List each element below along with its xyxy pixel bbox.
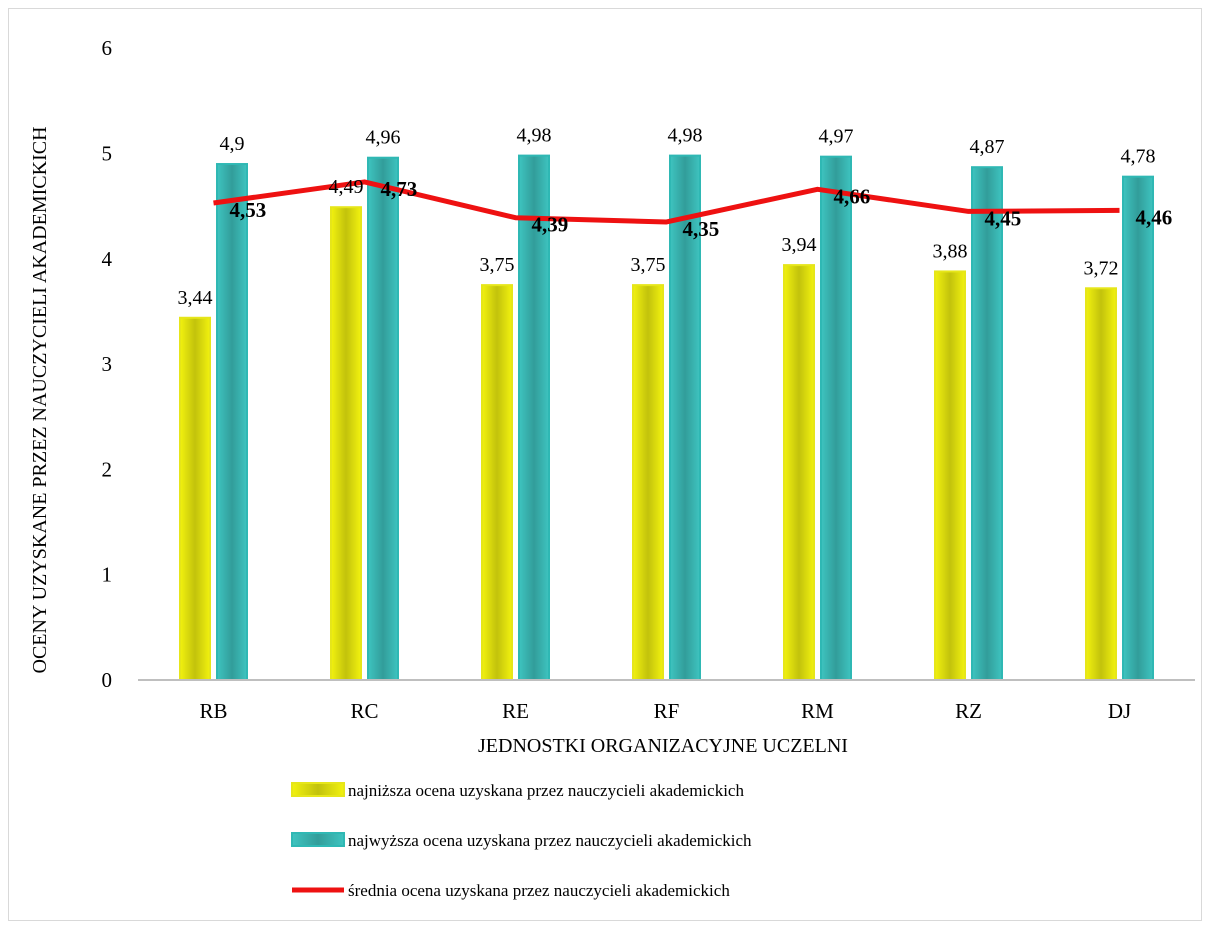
bar: [367, 156, 399, 682]
x-tick-label: RB: [199, 699, 227, 723]
data-labels: 3,44 4,49 3,75 3,75 3,94 3,88 3,72 4,9 4,96 4,98 4…: [178, 125, 1173, 309]
bar-data-label: 4,97: [819, 126, 854, 148]
legend-label: średnia ocena uzyskana przez nauczycieli…: [348, 881, 730, 900]
average-series-line: [213, 179, 1120, 225]
bar: [179, 316, 211, 681]
y-tick-label: 4: [102, 247, 113, 271]
bar: [971, 166, 1003, 681]
legend: najniższa ocena uzyskana przez nauczycie…: [291, 781, 752, 900]
average-line: [213, 179, 1120, 225]
bar-data-label: 3,94: [782, 234, 817, 256]
x-axis-title: JEDNOSTKI ORGANIZACYJNE UCZELNI: [478, 735, 848, 757]
y-tick-label: 2: [102, 457, 113, 481]
x-tick-label: DJ: [1108, 699, 1131, 723]
bar: [1122, 175, 1154, 682]
line-data-label: 4,73: [381, 177, 418, 201]
x-axis-ticks: RB RC RE RF RM RZ DJ: [199, 699, 1131, 723]
line-data-label: 4,35: [683, 217, 720, 241]
y-tick-label: 6: [102, 36, 113, 60]
x-tick-label: RE: [502, 699, 529, 723]
y-tick-label: 0: [102, 668, 113, 692]
line-data-label: 4,53: [230, 198, 267, 222]
bar: [820, 155, 852, 681]
x-tick-label: RC: [350, 699, 378, 723]
bar: [632, 284, 664, 681]
bar-data-label: 3,75: [480, 254, 515, 276]
bar-data-label: 4,98: [517, 125, 552, 147]
line-data-label: 4,39: [532, 213, 569, 237]
bar-data-label: 4,96: [366, 127, 401, 149]
legend-label: najniższa ocena uzyskana przez nauczycie…: [348, 781, 744, 800]
bar-data-label: 3,75: [631, 254, 666, 276]
bar-data-label: 4,78: [1121, 146, 1156, 168]
x-tick-label: RF: [654, 699, 680, 723]
bars: [179, 154, 1154, 682]
y-tick-label: 5: [102, 142, 113, 166]
bar: [783, 264, 815, 681]
bar: [216, 163, 248, 681]
y-tick-label: 3: [102, 352, 113, 376]
legend-swatch: [291, 782, 345, 797]
bar-data-label: 4,87: [970, 136, 1005, 158]
bar-data-label: 4,49: [329, 176, 364, 198]
bar-data-label: 3,44: [178, 287, 213, 309]
x-tick-label: RM: [801, 699, 834, 723]
line-data-label: 4,45: [985, 206, 1022, 230]
y-axis-ticks: 0 1 2 3 4 5 6: [102, 36, 113, 692]
bar-data-label: 4,9: [220, 133, 245, 155]
bar-data-label: 4,98: [668, 125, 703, 147]
bar: [934, 270, 966, 681]
bar: [1085, 287, 1117, 681]
bar: [481, 284, 513, 681]
legend-label: najwyższa ocena uzyskana przez nauczycie…: [348, 831, 752, 850]
bar: [330, 206, 362, 681]
line-data-label: 4,66: [834, 184, 871, 208]
y-tick-label: 1: [102, 563, 113, 587]
y-axis-title: OCENY UZYSKANE PRZEZ NAUCZYCIELI AKADEMI…: [29, 126, 51, 673]
bar-data-label: 3,88: [933, 240, 968, 262]
legend-swatch: [291, 832, 345, 847]
bar-data-label: 3,72: [1084, 257, 1119, 279]
x-tick-label: RZ: [955, 699, 982, 723]
line-data-label: 4,46: [1136, 205, 1173, 229]
